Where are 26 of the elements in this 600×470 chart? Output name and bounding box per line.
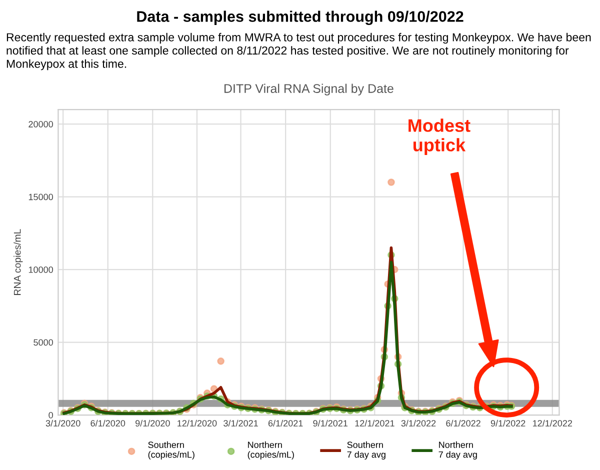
x-tick-label: 9/1/2022 bbox=[490, 420, 526, 426]
text: Recently requested extra sample volume from MWRA to test out procedures for testing Monkeypox. We have been notified that at least one sample collected on 8/11/2022 has tested positive. We are not routinely monitoring for Monkeypox at this time. bbox=[6, 32, 591, 70]
x-tick-label: 12/1/2022 bbox=[532, 420, 572, 426]
y-tick-label: 5000 bbox=[34, 339, 53, 346]
x-tick-label: 3/1/2021 bbox=[224, 420, 258, 426]
x-tick-label: 12/1/2020 bbox=[178, 420, 217, 426]
y-axis-title: RNA copies/mL bbox=[14, 229, 23, 295]
y-tick-label: 20000 bbox=[28, 121, 53, 128]
annotation: Modest uptick bbox=[408, 118, 470, 155]
x-tick-label: 6/1/2022 bbox=[446, 420, 480, 426]
legend-label: Southern (copies/mL) bbox=[148, 441, 194, 460]
x-tick-label: 9/1/2021 bbox=[313, 420, 348, 426]
x-tick-label: 12/1/2021 bbox=[355, 420, 394, 426]
x-tick-label: 6/1/2021 bbox=[268, 420, 303, 426]
legend-label: Southern 7 day avg bbox=[347, 441, 386, 460]
x-tick-label: 3/1/2022 bbox=[401, 420, 436, 426]
legend-label: Northern 7 day avg bbox=[438, 441, 477, 460]
legend-label: Northern (copies/mL) bbox=[248, 441, 294, 460]
chart-title: DITP Viral RNA Signal by Date bbox=[224, 84, 394, 96]
x-tick-label: 6/1/2020 bbox=[90, 420, 126, 426]
x-tick-label: 9/1/2020 bbox=[136, 420, 170, 426]
y-tick-label: 10000 bbox=[28, 266, 53, 273]
y-tick-label: 15000 bbox=[28, 194, 53, 200]
text: Data - samples submitted through 09/10/2022 bbox=[137, 10, 464, 26]
y-tick-label: 0 bbox=[48, 412, 53, 418]
x-tick-label: 3/1/2020 bbox=[46, 420, 80, 426]
